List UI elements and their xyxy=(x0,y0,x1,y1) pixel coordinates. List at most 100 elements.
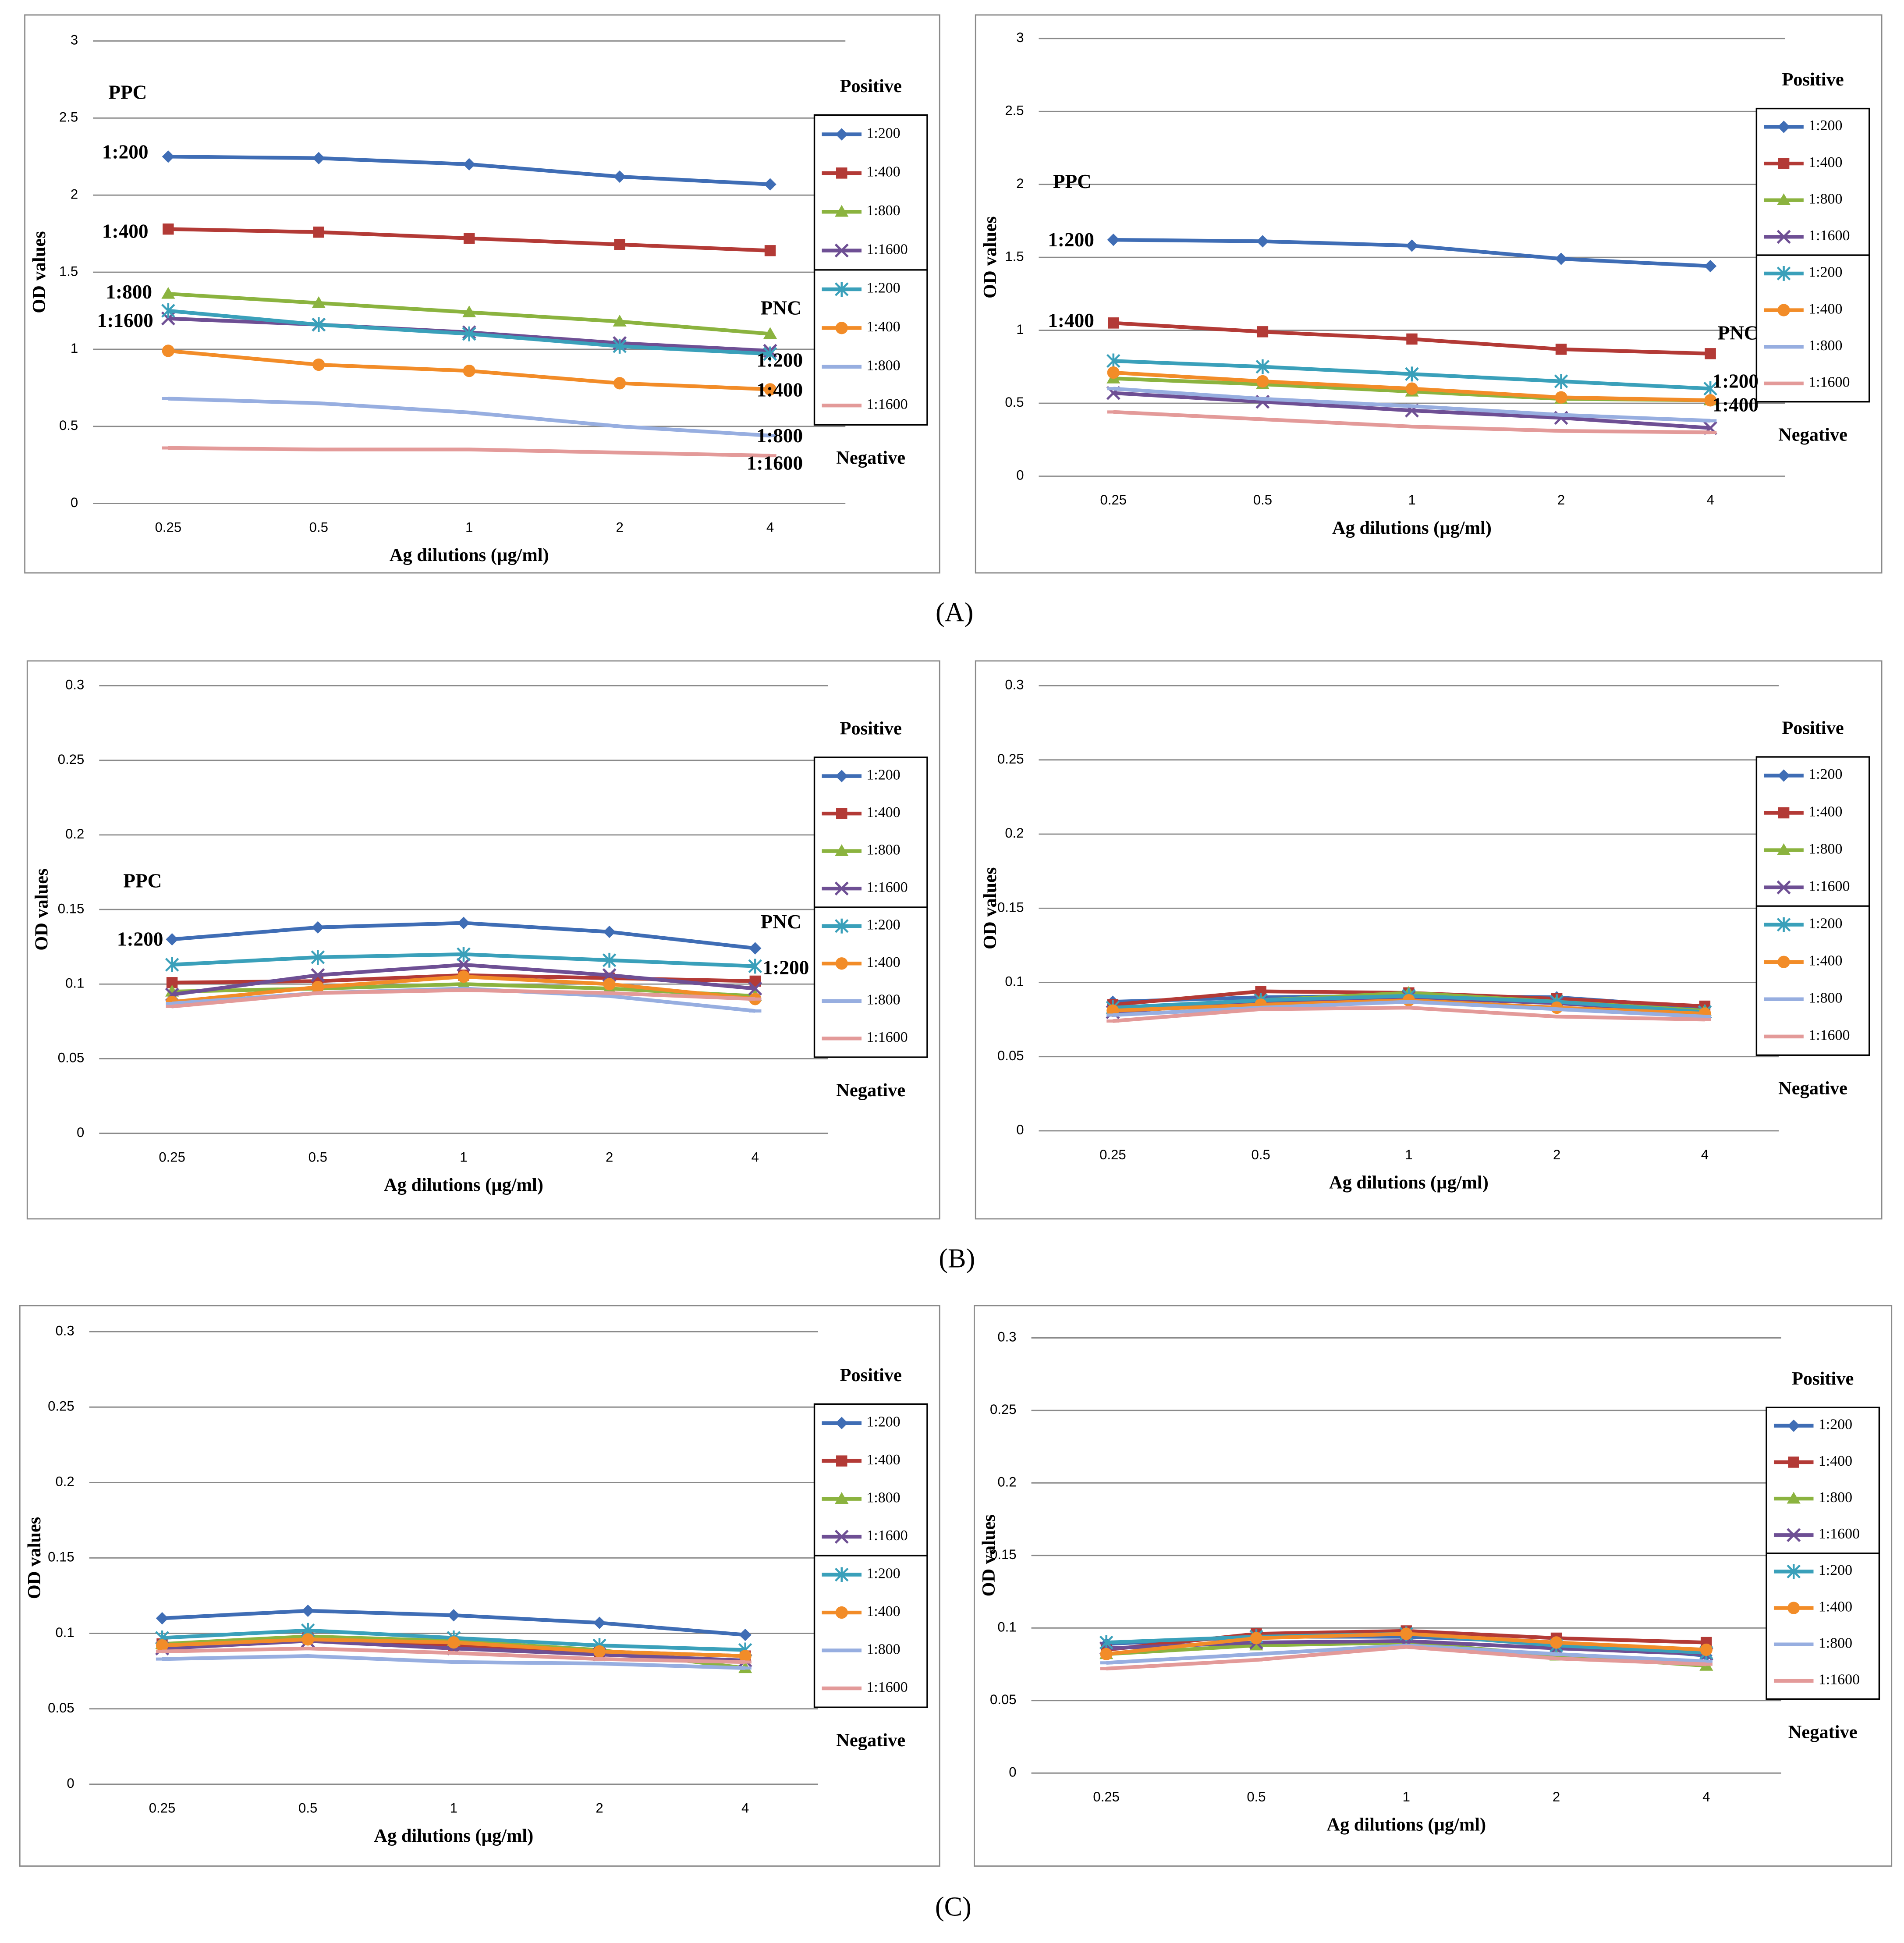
x-tick-label: 2 xyxy=(1553,1147,1560,1162)
legend-label: 1:1600 xyxy=(866,396,908,412)
data-point xyxy=(457,947,471,962)
x-tick-label: 1 xyxy=(1405,1147,1412,1162)
legend-label: 1:200 xyxy=(1808,915,1842,931)
y-tick-label: 0.2 xyxy=(55,1474,74,1489)
legend-label: 1:200 xyxy=(1819,1417,1852,1433)
data-point xyxy=(156,1612,169,1625)
x-tick-label: 1 xyxy=(1408,492,1415,508)
legend-label: 1:200 xyxy=(1808,766,1842,782)
annotation: 1:200 xyxy=(1712,370,1759,392)
legend-label: 1:200 xyxy=(866,125,900,141)
legend-marker xyxy=(1776,230,1791,244)
x-axis-label: Ag dilutions (µg/ml) xyxy=(374,1826,533,1846)
annotation: 1:200 xyxy=(102,141,149,163)
annotation: 1:800 xyxy=(106,281,152,303)
y-tick-label: 0.25 xyxy=(990,1402,1017,1417)
annotation: PNC xyxy=(1717,322,1758,344)
y-axis-label: OD values xyxy=(980,867,1000,949)
data-point xyxy=(447,1636,460,1649)
annotation: 1:400 xyxy=(102,220,149,242)
legend-group-title: Positive xyxy=(1792,1368,1854,1389)
legend-marker xyxy=(1777,304,1790,316)
legend-label: 1:1600 xyxy=(866,1679,908,1695)
x-tick-label: 4 xyxy=(1702,1789,1710,1804)
legend-group-title: Negative xyxy=(1778,425,1847,445)
data-point xyxy=(614,239,625,250)
legend-label: 1:1600 xyxy=(1819,1526,1860,1542)
x-tick-label: 1 xyxy=(460,1149,467,1165)
annotation: 1:400 xyxy=(757,379,803,401)
legend-label: 1:1600 xyxy=(866,1527,908,1544)
panel-label: (A) xyxy=(936,598,973,628)
data-point xyxy=(763,327,777,339)
data-point xyxy=(1255,986,1266,997)
legend-label: 1:800 xyxy=(866,202,900,219)
y-axis-label: OD values xyxy=(32,868,52,950)
legend-label: 1:1600 xyxy=(1819,1672,1860,1688)
x-tick-label: 0.25 xyxy=(159,1149,185,1165)
legend-marker xyxy=(835,128,848,141)
y-tick-label: 2 xyxy=(1016,176,1024,191)
data-point xyxy=(1106,353,1120,369)
legend-marker xyxy=(1787,1528,1801,1542)
legend-marker xyxy=(1788,1456,1799,1468)
y-tick-label: 1.5 xyxy=(59,263,78,279)
data-point xyxy=(162,345,175,357)
legend-label: 1:1600 xyxy=(1808,374,1850,391)
y-tick-label: 0.05 xyxy=(48,1700,74,1716)
data-point xyxy=(312,296,326,308)
annotation: 1:200 xyxy=(757,349,803,371)
data-point xyxy=(311,950,325,965)
y-tick-label: 0.15 xyxy=(990,1547,1017,1562)
y-tick-label: 0 xyxy=(1016,468,1024,483)
y-tick-label: 0.15 xyxy=(48,1549,74,1565)
data-point xyxy=(602,952,617,968)
y-axis-label: OD values xyxy=(980,216,1000,298)
x-tick-label: 1 xyxy=(465,519,473,535)
data-point xyxy=(462,305,476,317)
legend-group-title: Negative xyxy=(836,448,905,468)
legend-marker xyxy=(1787,1492,1801,1504)
annotation: 1:400 xyxy=(1048,309,1094,331)
y-tick-label: 0.5 xyxy=(59,418,78,433)
x-tick-label: 0.25 xyxy=(1093,1789,1120,1804)
x-tick-label: 0.5 xyxy=(1252,1147,1270,1162)
legend-label: 1:400 xyxy=(1808,953,1842,969)
data-point xyxy=(748,981,762,996)
legend-marker xyxy=(1787,1602,1800,1614)
y-tick-label: 0.15 xyxy=(58,901,85,916)
x-tick-label: 4 xyxy=(752,1149,759,1165)
data-point xyxy=(1107,234,1120,246)
legend-label: 1:800 xyxy=(1808,191,1842,207)
legend-marker xyxy=(1787,1564,1801,1579)
x-tick-label: 2 xyxy=(1557,492,1565,508)
data-point xyxy=(593,1645,606,1658)
legend-marker xyxy=(834,243,849,258)
x-axis-label: Ag dilutions (µg/ml) xyxy=(390,545,549,565)
annotation: PPC xyxy=(123,870,162,892)
legend-marker xyxy=(836,1455,847,1467)
y-tick-label: 0 xyxy=(1009,1765,1016,1780)
x-tick-label: 0.5 xyxy=(298,1801,317,1816)
data-point xyxy=(1705,348,1716,359)
data-point xyxy=(1406,333,1418,345)
legend-label: 1:1600 xyxy=(1808,878,1850,894)
y-tick-label: 0.1 xyxy=(997,1620,1016,1635)
data-point xyxy=(602,968,617,982)
y-tick-label: 0 xyxy=(67,1776,74,1791)
y-tick-label: 0 xyxy=(77,1125,84,1140)
y-tick-label: 0 xyxy=(71,495,78,510)
legend-label: 1:200 xyxy=(866,916,900,933)
legend-label: 1:400 xyxy=(1819,1598,1852,1615)
legend-marker xyxy=(835,1417,848,1429)
data-point xyxy=(1703,381,1717,396)
y-tick-label: 0 xyxy=(1016,1122,1024,1137)
y-tick-label: 0.1 xyxy=(55,1625,74,1640)
legend-label: 1:400 xyxy=(866,954,900,970)
data-point xyxy=(603,925,616,938)
legend-label: 1:400 xyxy=(866,164,900,180)
legend-label: 1:200 xyxy=(866,1414,900,1430)
y-tick-label: 0.5 xyxy=(1005,394,1024,410)
y-tick-label: 3 xyxy=(71,32,78,48)
